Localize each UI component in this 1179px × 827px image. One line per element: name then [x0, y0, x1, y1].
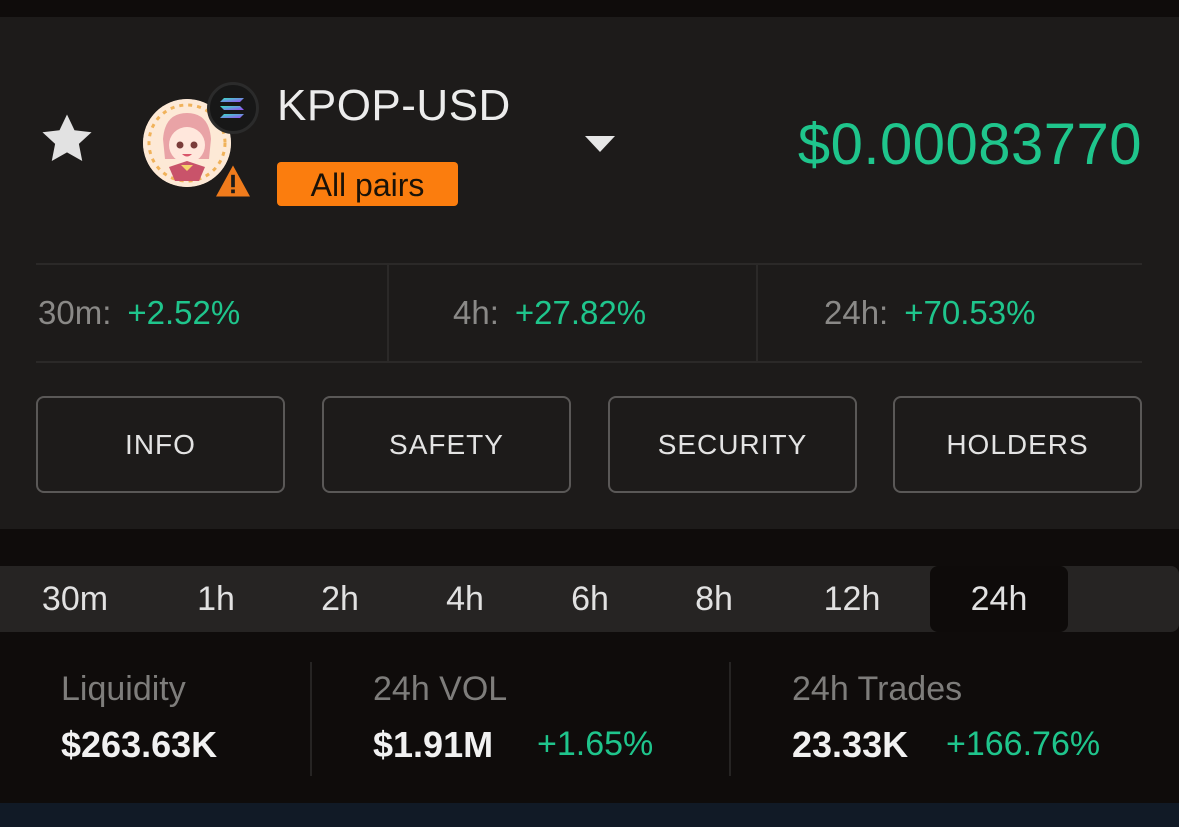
trades-value: 23.33K: [792, 724, 909, 765]
volume-value: $1.91M: [373, 724, 494, 765]
change-value: +70.53%: [904, 294, 1036, 331]
change-label: 4h:: [453, 294, 499, 331]
divider: [387, 265, 389, 361]
change-label: 24h:: [824, 294, 889, 331]
pair-name[interactable]: KPOP-USD: [277, 81, 511, 130]
trades-change: +166.76%: [946, 725, 1101, 763]
star-icon[interactable]: [36, 108, 98, 170]
volume-label: 24h VOL: [373, 670, 508, 708]
info-button[interactable]: INFO: [36, 396, 285, 493]
solana-chain-icon: [207, 82, 259, 134]
timeframe-1h[interactable]: 1h: [197, 580, 235, 618]
change-30m: 30m: +2.52%: [38, 265, 240, 361]
change-value: +27.82%: [514, 294, 647, 331]
liquidity-label: Liquidity: [61, 670, 186, 708]
safety-button[interactable]: SAFETY: [322, 396, 571, 493]
timeframe-24h[interactable]: 24h: [930, 566, 1068, 632]
timeframe-8h[interactable]: 8h: [695, 580, 733, 618]
warning-icon[interactable]: [214, 164, 252, 198]
holders-button[interactable]: HOLDERS: [893, 396, 1142, 493]
timeframe-6h[interactable]: 6h: [571, 580, 609, 618]
timeframe-12h[interactable]: 12h: [823, 580, 881, 618]
divider: [729, 662, 731, 776]
chevron-down-icon[interactable]: [583, 128, 617, 156]
price-change-strip: 30m: +2.52% 4h: +27.82% 24h: +70.53%: [36, 263, 1142, 363]
change-24h: 24h: +70.53%: [824, 265, 1035, 361]
timeframe-30m[interactable]: 30m: [41, 580, 109, 618]
timeframe-4h[interactable]: 4h: [446, 580, 484, 618]
divider: [310, 662, 312, 776]
change-4h: 4h: +27.82%: [453, 265, 646, 361]
change-value: +2.52%: [127, 294, 241, 331]
liquidity-value: $263.63K: [61, 724, 218, 765]
next-section-edge: [0, 803, 1179, 827]
timeframe-selector: 30m 1h 2h 4h 6h 8h 12h 24h: [0, 566, 1179, 632]
trades-label: 24h Trades: [792, 670, 963, 708]
token-price: $0.00083770: [797, 112, 1142, 177]
volume-change: +1.65%: [537, 725, 654, 763]
security-button[interactable]: SECURITY: [608, 396, 857, 493]
change-label: 30m:: [38, 294, 112, 331]
all-pairs-badge[interactable]: All pairs: [277, 162, 458, 206]
timeframe-2h[interactable]: 2h: [321, 580, 359, 618]
divider: [756, 265, 758, 361]
